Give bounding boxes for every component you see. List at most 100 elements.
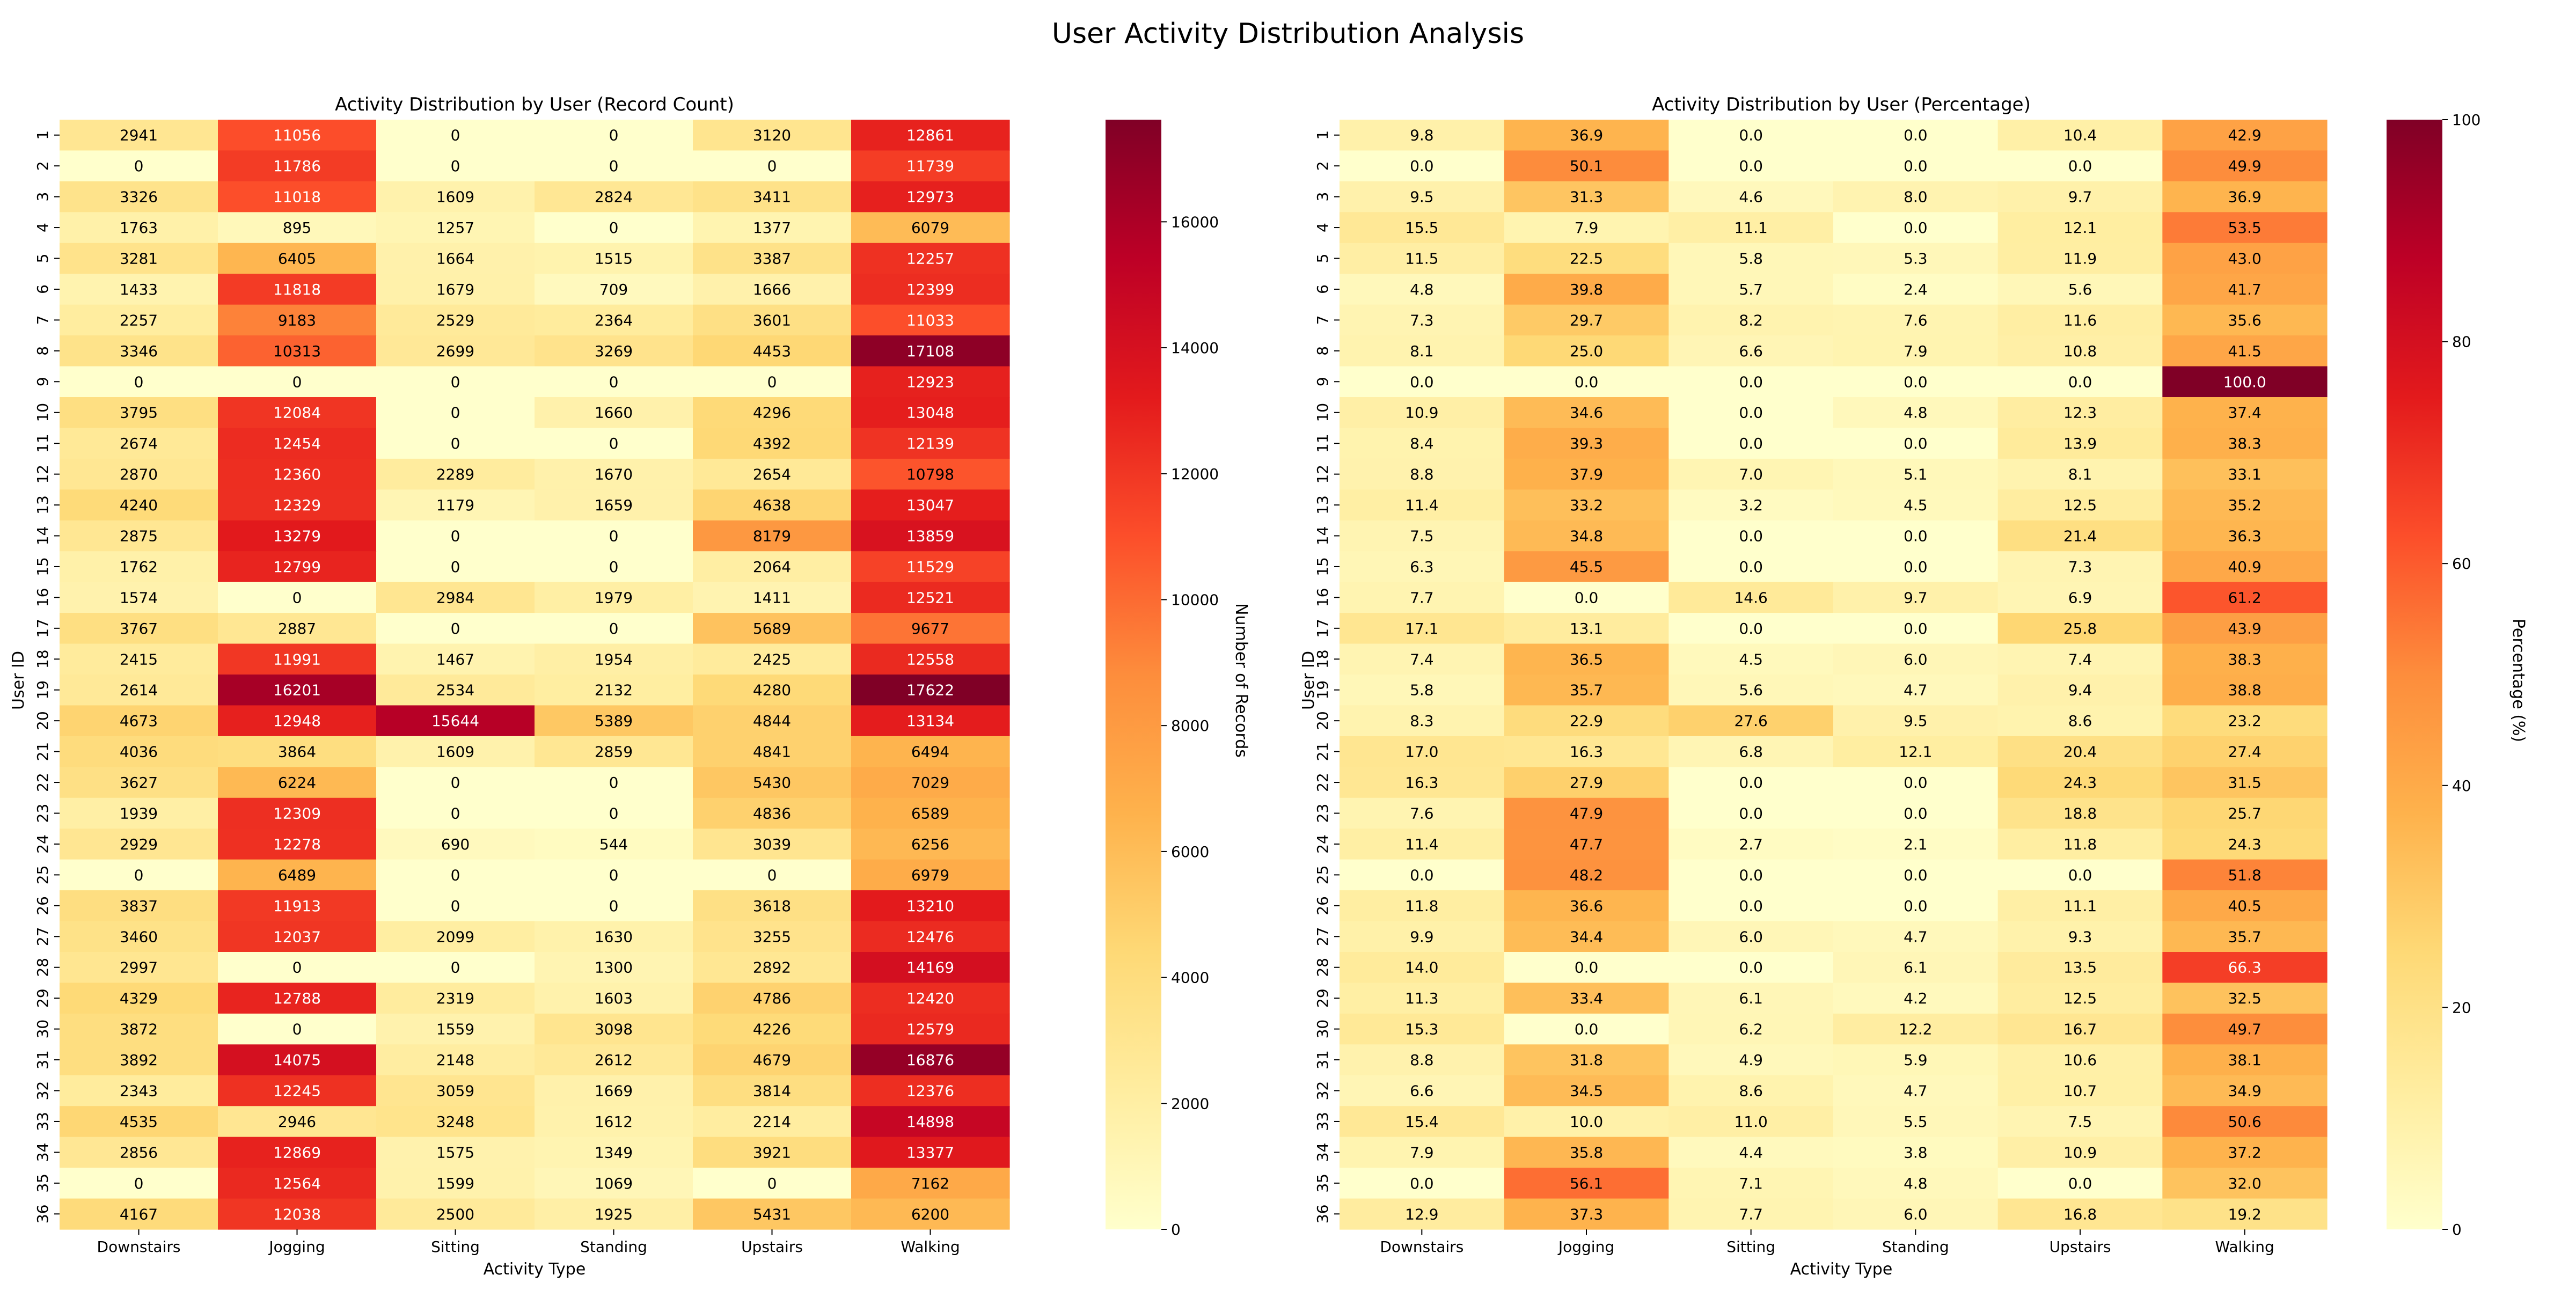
heatmap-cell [1340, 120, 1505, 151]
heatmap-cell [1340, 952, 1505, 984]
count-heatmap-title: Activity Distribution by User (Record Co… [335, 94, 734, 115]
heatmap-cell [693, 520, 852, 552]
x-tick-label: Upstairs [741, 1238, 803, 1256]
heatmap-cell-value: 35.7 [2228, 928, 2261, 945]
heatmap-cell-value: 0.0 [1739, 805, 1763, 823]
heatmap-cell-value: 12.9 [1405, 1205, 1438, 1223]
colorbar-tick-label: 6000 [1171, 843, 1209, 861]
heatmap-cell-value: 27.9 [1570, 774, 1603, 791]
heatmap-cell-value: 0.0 [1904, 620, 1928, 637]
heatmap-cell-value: 3059 [436, 1082, 474, 1100]
heatmap-cell [851, 274, 1010, 305]
heatmap-cell [376, 520, 535, 552]
heatmap-cell [1997, 120, 2163, 151]
heatmap-cell-value: 12869 [273, 1144, 321, 1161]
heatmap-cell-value: 3.8 [1904, 1144, 1928, 1161]
heatmap-cell [60, 797, 218, 829]
heatmap-cell-value: 13279 [273, 527, 321, 545]
heatmap-cell [1340, 274, 1505, 305]
heatmap-cell-value: 17.1 [1405, 620, 1438, 637]
heatmap-cell [693, 274, 852, 305]
heatmap-cell-value: 12.5 [2063, 496, 2097, 514]
colorbar-gradient [2387, 120, 2442, 1229]
heatmap-cell-value: 0.0 [1904, 435, 1928, 452]
heatmap-cell-value: 2984 [436, 589, 474, 606]
heatmap-cell-value: 11786 [273, 157, 321, 175]
heatmap-cell-value: 0 [134, 1175, 144, 1192]
count-heatmap-panel: Activity Distribution by User (Record Co… [9, 94, 1250, 1279]
x-tick-label: Standing [1882, 1238, 1949, 1256]
heatmap-cell [1504, 212, 1669, 244]
heatmap-cell [1668, 1198, 1834, 1230]
heatmap-cell-value: 4.5 [1904, 496, 1928, 514]
heatmap-cell [1997, 859, 2163, 891]
heatmap-cell-value: 37.4 [2228, 404, 2261, 422]
heatmap-cell-value: 2612 [595, 1051, 633, 1069]
heatmap-cell [1668, 829, 1834, 860]
heatmap-cell-value: 12788 [273, 990, 321, 1007]
heatmap-cell-value: 7.0 [1739, 466, 1763, 483]
heatmap-cell-value: 0 [451, 774, 460, 791]
heatmap-cell-value: 0.0 [1739, 866, 1763, 884]
heatmap-cell-value: 7.7 [1410, 589, 1434, 606]
heatmap-cell-value: 0.0 [2068, 157, 2092, 175]
heatmap-cell-value: 43.9 [2228, 620, 2261, 637]
heatmap-cell [376, 613, 535, 644]
heatmap-cell [60, 181, 218, 212]
heatmap-cell-value: 2364 [595, 311, 633, 329]
heatmap-cell-value: 12278 [273, 835, 321, 853]
heatmap-cell [693, 366, 852, 398]
heatmap-cell-value: 0.0 [1904, 805, 1928, 823]
heatmap-cell [851, 366, 1010, 398]
heatmap-cell [1997, 304, 2163, 336]
y-tick-label: 1 [34, 130, 52, 140]
y-tick-label: 13 [34, 495, 52, 515]
heatmap-cell-value: 14169 [906, 959, 954, 977]
heatmap-cell [693, 428, 852, 459]
heatmap-cell [1668, 797, 1834, 829]
heatmap-cell-value: 1515 [595, 250, 633, 268]
heatmap-cell [535, 829, 693, 860]
heatmap-cell [535, 767, 693, 798]
heatmap-cell [1997, 520, 2163, 552]
y-tick-label: 30 [34, 1020, 52, 1039]
heatmap-cell-value: 12376 [906, 1082, 954, 1100]
heatmap-cell-value: 36.3 [2228, 527, 2261, 545]
heatmap-cell [693, 613, 852, 644]
heatmap-cell-value: 3248 [436, 1113, 474, 1131]
heatmap-cell [1997, 274, 2163, 305]
heatmap-cell [1668, 1044, 1834, 1076]
heatmap-cell [1997, 890, 2163, 922]
heatmap-cell [1833, 921, 1999, 952]
heatmap-cell-value: 3460 [120, 928, 158, 945]
heatmap-cell-value: 16.3 [1405, 774, 1438, 791]
heatmap-cell-value: 2529 [436, 311, 474, 329]
heatmap-cell [1340, 335, 1505, 367]
heatmap-cell-value: 11033 [906, 311, 954, 329]
heatmap-cell [218, 983, 377, 1014]
heatmap-cell [535, 983, 693, 1014]
heatmap-cell-value: 0 [451, 558, 460, 576]
percentage-heatmap-x-tick-labels: Downstairs Jogging Sitting Standing Upstairs… [1380, 1229, 2274, 1256]
heatmap-cell-value: 4036 [120, 743, 158, 761]
heatmap-cell-value: 0 [767, 373, 777, 391]
heatmap-cell [535, 705, 693, 737]
heatmap-cell-value: 12454 [273, 435, 321, 452]
heatmap-cell [851, 797, 1010, 829]
heatmap-cell [1833, 736, 1999, 767]
heatmap-cell [2162, 675, 2328, 706]
heatmap-cell-value: 0 [609, 435, 619, 452]
heatmap-cell-value: 19.2 [2228, 1205, 2261, 1223]
heatmap-cell-value: 1603 [595, 990, 633, 1007]
heatmap-cell-value: 5.8 [1410, 681, 1434, 699]
heatmap-cell [1833, 150, 1999, 182]
heatmap-cell-value: 13859 [906, 527, 954, 545]
heatmap-cell [1668, 983, 1834, 1014]
heatmap-cell [1340, 859, 1505, 891]
heatmap-cell-value: 2824 [595, 188, 633, 206]
heatmap-cell-value: 21.4 [2063, 527, 2097, 545]
heatmap-cell [1833, 643, 1999, 675]
heatmap-cell [851, 120, 1010, 151]
heatmap-cell-value: 17622 [906, 681, 954, 699]
heatmap-cell-value: 7.4 [2068, 650, 2092, 668]
